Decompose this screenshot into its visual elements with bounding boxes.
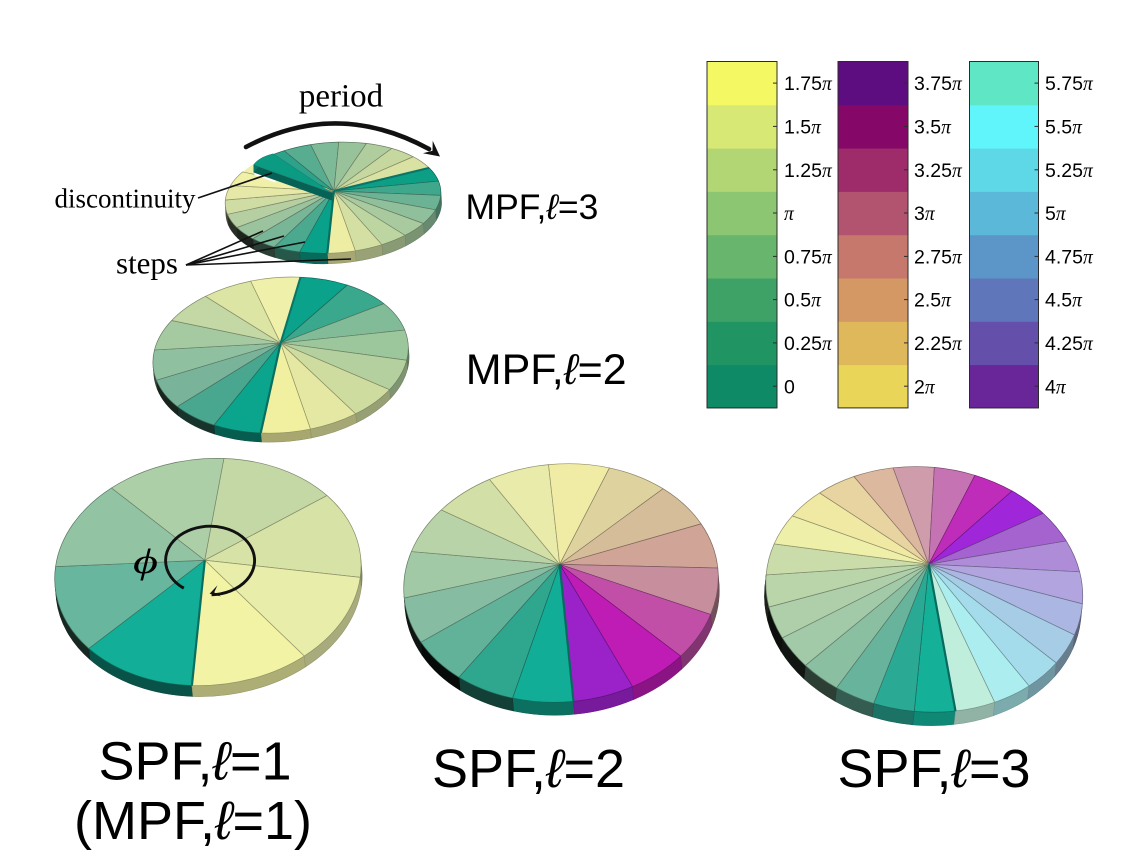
- svg-text:SPF,ℓ=2: SPF,ℓ=2: [432, 739, 625, 799]
- svg-text:0.5π: 0.5π: [784, 290, 822, 312]
- svg-text:ϕ: ϕ: [133, 542, 158, 581]
- svg-text:5.25π: 5.25π: [1045, 160, 1094, 182]
- svg-text:4.5π: 4.5π: [1045, 290, 1083, 312]
- svg-text:π: π: [784, 204, 795, 225]
- svg-text:4π: 4π: [1045, 376, 1067, 398]
- svg-text:3.25π: 3.25π: [914, 160, 963, 182]
- svg-text:1.25π: 1.25π: [784, 160, 833, 182]
- svg-text:4.25π: 4.25π: [1045, 333, 1094, 355]
- svg-text:(MPF,ℓ=1): (MPF,ℓ=1): [74, 791, 312, 851]
- svg-text:SPF,ℓ=1: SPF,ℓ=1: [98, 732, 291, 792]
- svg-text:4.75π: 4.75π: [1045, 246, 1094, 268]
- svg-text:discontinuity: discontinuity: [55, 184, 196, 214]
- svg-text:0.75π: 0.75π: [784, 246, 833, 268]
- svg-text:5.75π: 5.75π: [1045, 73, 1094, 95]
- svg-text:SPF,ℓ=3: SPF,ℓ=3: [837, 739, 1030, 799]
- svg-text:1.5π: 1.5π: [784, 116, 822, 138]
- svg-text:5π: 5π: [1045, 203, 1067, 225]
- svg-text:2.25π: 2.25π: [914, 333, 963, 355]
- svg-text:period: period: [299, 79, 384, 115]
- svg-text:2.75π: 2.75π: [914, 246, 963, 268]
- svg-text:3.5π: 3.5π: [914, 116, 952, 138]
- svg-text:0: 0: [784, 376, 795, 398]
- svg-text:2.5π: 2.5π: [914, 290, 952, 312]
- svg-text:3π: 3π: [914, 203, 936, 225]
- svg-text:MPF,ℓ=3: MPF,ℓ=3: [466, 187, 599, 227]
- svg-text:0.25π: 0.25π: [784, 333, 833, 355]
- svg-text:steps: steps: [116, 246, 178, 281]
- svg-text:3.75π: 3.75π: [914, 73, 963, 95]
- svg-text:5.5π: 5.5π: [1045, 116, 1083, 138]
- svg-text:1.75π: 1.75π: [784, 73, 833, 95]
- svg-text:2π: 2π: [914, 376, 936, 398]
- svg-text:MPF,ℓ=2: MPF,ℓ=2: [466, 346, 627, 394]
